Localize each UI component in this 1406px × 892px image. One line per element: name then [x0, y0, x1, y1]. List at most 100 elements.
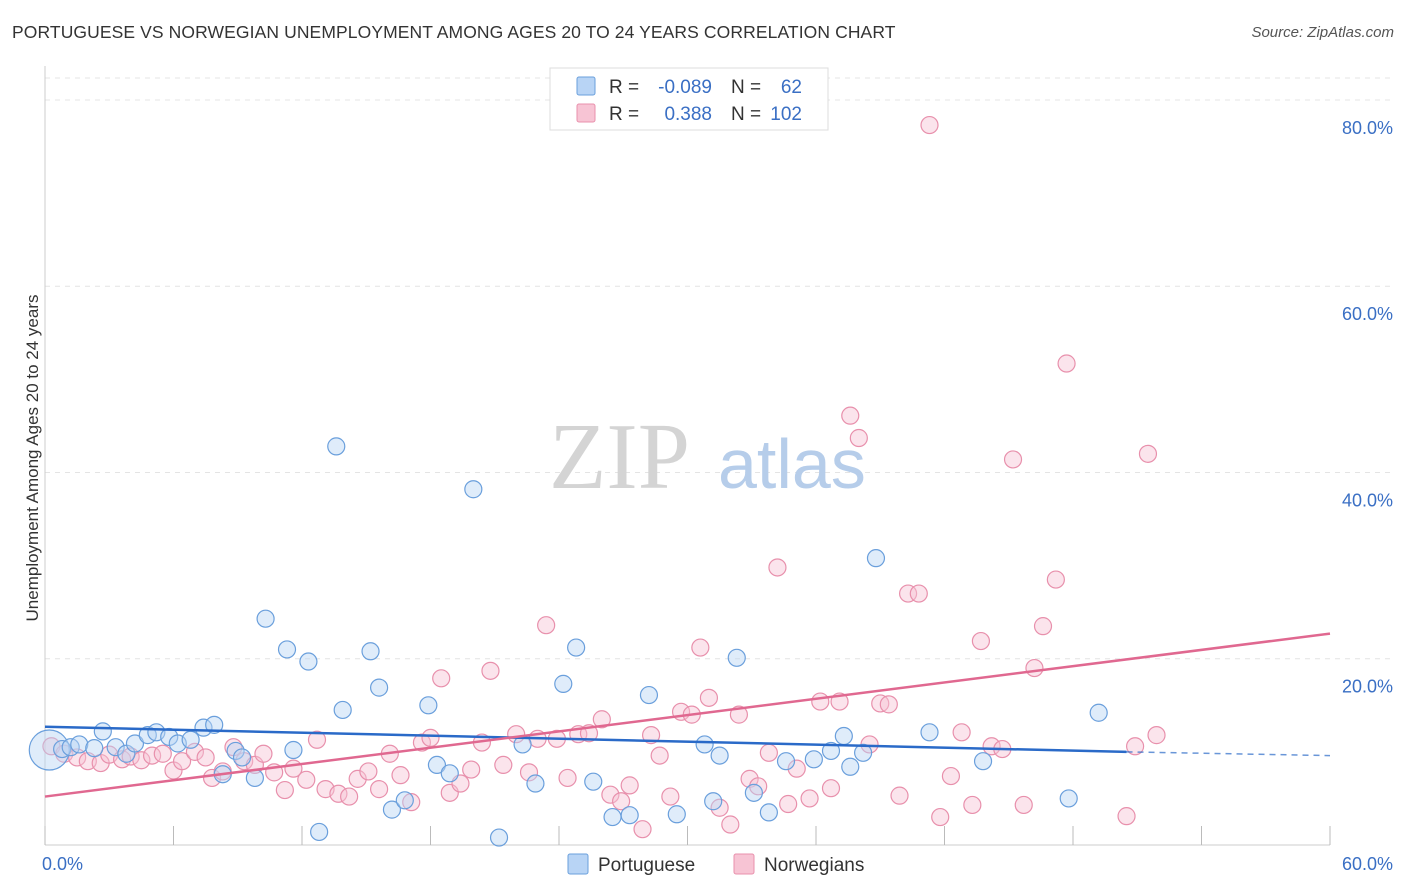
norwegian-point: [132, 751, 151, 770]
portuguese-point: [854, 743, 873, 762]
portuguese-point: [759, 803, 778, 822]
y-axis-label: Unemployment Among Ages 20 to 24 years: [23, 295, 42, 622]
portuguese-point: [327, 437, 346, 456]
norwegian-point: [768, 558, 787, 577]
portuguese-point: [1059, 789, 1078, 808]
portuguese-point: [205, 715, 224, 734]
legend-r-label: R =: [609, 104, 639, 125]
portuguese-point: [395, 791, 414, 810]
norwegian-point: [641, 726, 661, 745]
portuguese-point: [620, 806, 639, 825]
norwegian-point: [1117, 807, 1136, 826]
norwegian-point: [1014, 795, 1033, 815]
portuguese-point: [695, 735, 714, 754]
y-tick-label: 20.0%: [1342, 677, 1393, 697]
portuguese-point: [284, 740, 303, 760]
norwegian-point: [494, 755, 513, 775]
norwegian-point: [307, 730, 327, 749]
portuguese-point: [28, 729, 70, 771]
norwegian-point: [348, 769, 367, 788]
legend-n-label: N =: [731, 77, 761, 98]
portuguese-trend-line: [44, 725, 1127, 754]
portuguese-point: [526, 774, 545, 793]
portuguese-point: [361, 642, 380, 661]
norwegian-points: [42, 115, 1166, 839]
portuguese-point: [821, 741, 841, 761]
norwegian-point: [800, 789, 819, 808]
norwegian-point: [898, 584, 918, 603]
portuguese-point: [603, 807, 622, 827]
portuguese-point: [464, 480, 483, 499]
norwegian-point: [254, 744, 273, 763]
norwegian-trend-line: [44, 632, 1331, 798]
norwegian-point: [1003, 450, 1023, 469]
norwegian-point: [661, 787, 680, 806]
norwegian-point: [558, 768, 577, 788]
norwegian-point: [1126, 737, 1145, 756]
bottom-legend: Portuguese Norwegians: [567, 853, 864, 876]
legend-n-value: 62: [781, 77, 802, 98]
norwegian-point: [1147, 726, 1166, 745]
portuguese-point: [667, 805, 686, 824]
norwegian-point: [721, 815, 740, 834]
watermark-atlas: atlas: [718, 425, 866, 503]
norwegian-point: [971, 631, 991, 651]
norwegian-point: [963, 795, 982, 815]
portuguese-point: [744, 783, 763, 802]
norwegian-point: [691, 638, 710, 657]
legend-n-label: N =: [731, 104, 761, 125]
portuguese-point: [567, 638, 586, 657]
norwegian-point: [297, 770, 316, 789]
bottom-legend-swatch-norwegian: [733, 853, 755, 875]
norwegian-point: [841, 406, 860, 425]
legend-n-value: 102: [770, 104, 802, 125]
norwegian-point: [890, 786, 909, 805]
axes: [44, 66, 1331, 846]
norwegian-point: [620, 776, 639, 795]
norwegian-point: [421, 728, 440, 747]
norwegian-point: [519, 763, 539, 782]
y-tick-label: 80.0%: [1342, 118, 1393, 138]
portuguese-point: [804, 750, 823, 769]
norwegian-point: [909, 584, 928, 603]
y-tick-label: 40.0%: [1342, 490, 1393, 510]
bottom-legend-norwegian: Norwegians: [764, 855, 864, 876]
portuguese-point: [85, 739, 104, 758]
portuguese-point: [245, 768, 264, 788]
portuguese-point: [841, 757, 860, 776]
norwegian-point: [185, 742, 205, 761]
norwegian-point: [275, 780, 294, 800]
tick-labels: 20.0% 40.0% 60.0% 80.0% 0.0% 60.0%: [42, 118, 1393, 874]
watermark-zip: ZIP: [549, 405, 690, 509]
bottom-legend-swatch-portuguese: [567, 853, 589, 875]
norwegian-point: [1025, 658, 1044, 678]
portuguese-point: [419, 696, 438, 715]
legend-r-label: R =: [609, 77, 639, 98]
portuguese-point: [973, 752, 993, 771]
norwegian-point: [821, 779, 841, 798]
norwegian-point: [941, 766, 961, 786]
portuguese-point: [920, 723, 939, 742]
norwegian-point: [787, 759, 806, 778]
y-tick-label: 60.0%: [1342, 304, 1393, 324]
portuguese-point: [226, 741, 245, 761]
portuguese-point: [866, 549, 886, 568]
grid-lines: [45, 77, 1392, 660]
norwegian-point: [811, 692, 830, 711]
norwegian-point: [412, 733, 432, 752]
norwegian-point: [481, 661, 500, 680]
norwegian-point: [601, 785, 620, 804]
portuguese-point: [489, 828, 509, 847]
chart-source: Source: ZipAtlas.com: [1251, 24, 1394, 41]
portuguese-point: [382, 800, 402, 819]
norwegian-point: [370, 780, 389, 799]
norwegian-point: [196, 748, 215, 767]
norwegian-point: [1138, 444, 1158, 463]
norwegian-point: [699, 688, 719, 707]
portuguese-point: [584, 772, 603, 791]
portuguese-point: [554, 674, 573, 693]
portuguese-point: [370, 678, 389, 697]
norwegian-point: [650, 746, 669, 765]
portuguese-point: [639, 685, 659, 705]
